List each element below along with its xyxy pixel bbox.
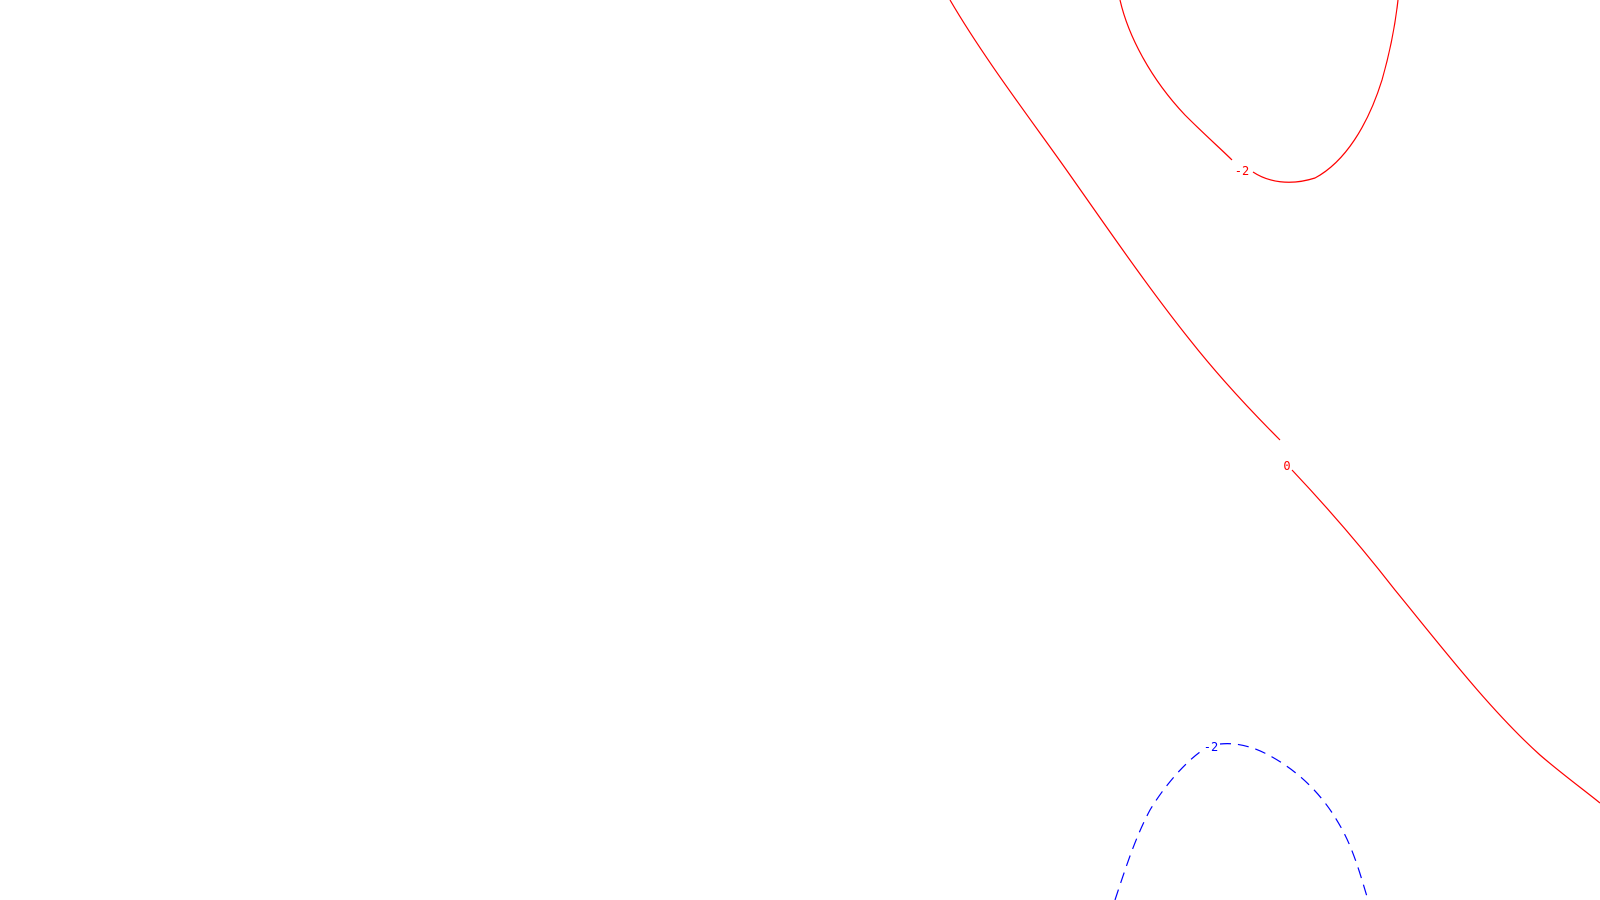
contour-lower-arch-label: -2 bbox=[1204, 740, 1218, 754]
contour-zero-line-label: 0 bbox=[1283, 459, 1290, 473]
contour-zero-line: 0 bbox=[949, 0, 1600, 804]
contour-upper-loop-label: -2 bbox=[1235, 164, 1249, 178]
contour-upper-loop: -2 bbox=[1119, 0, 1399, 183]
contour-lower-arch: -2 bbox=[1114, 740, 1369, 900]
contour-lower-arch-path bbox=[1114, 743, 1369, 900]
contour-upper-loop-path bbox=[1119, 0, 1399, 183]
contour-zero-line-path bbox=[949, 0, 1600, 804]
